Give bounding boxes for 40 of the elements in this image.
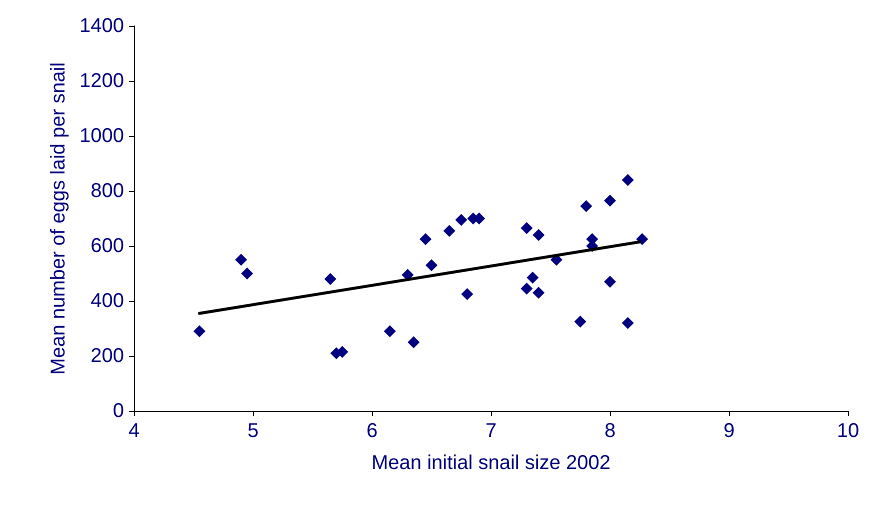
y-tick-label: 1400 — [80, 15, 124, 37]
point — [443, 224, 456, 237]
point — [574, 316, 586, 328]
point — [408, 336, 420, 348]
point — [622, 317, 634, 329]
point — [622, 174, 634, 186]
point — [532, 286, 545, 299]
y-tick-label: 600 — [90, 235, 124, 257]
point — [193, 325, 206, 338]
y-tick-label: 1200 — [80, 70, 124, 92]
point — [426, 259, 438, 272]
point — [604, 276, 616, 288]
point — [520, 222, 533, 234]
y-tick-label: 800 — [90, 180, 124, 202]
point — [636, 233, 648, 246]
point — [461, 288, 474, 300]
y-tick-label: 0 — [112, 400, 124, 422]
y-tick-label: 1000 — [80, 125, 124, 147]
y-tick-label: 400 — [90, 290, 124, 312]
point — [324, 273, 336, 285]
point — [241, 268, 254, 280]
point — [532, 229, 545, 241]
y-tick-label: 200 — [90, 345, 124, 367]
x-tick-label: 5 — [247, 420, 259, 442]
x-tick-label: 10 — [836, 420, 860, 442]
x-tick-label: 4 — [128, 420, 140, 442]
point — [235, 254, 248, 266]
point — [520, 282, 533, 295]
x-tick-label: 9 — [723, 420, 735, 442]
point — [526, 272, 539, 284]
y-axis-title: Mean number of eggs laid per snail — [48, 62, 70, 375]
point — [604, 194, 616, 207]
point — [455, 214, 468, 226]
point — [420, 233, 432, 246]
x-tick-label: 8 — [604, 420, 616, 442]
x-tick-label: 7 — [485, 420, 497, 442]
x-axis-title: Mean initial snail size 2002 — [371, 452, 611, 474]
x-tick-label: 6 — [366, 420, 378, 442]
point — [384, 325, 396, 338]
point — [580, 200, 592, 212]
